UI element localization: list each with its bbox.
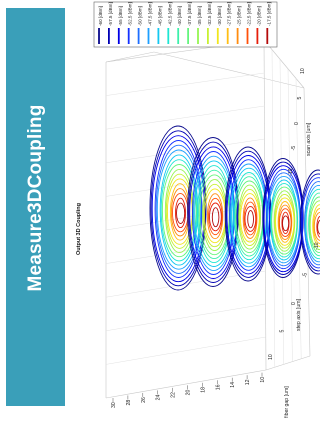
legend-label: -35 [dBm] [197,6,202,26]
legend-label: -22.5 [dBm] [247,2,252,26]
x-tick-label: -5 [303,273,309,278]
y-tick-label: 5 [297,97,303,100]
z-tick-label: 28 [126,400,132,406]
contour-line [209,198,223,234]
grid-line [106,304,266,331]
legend-label: -42.5 [dBm] [167,2,172,26]
legend-label: -37.5 [dBm] [187,2,192,26]
contour-line [212,208,219,227]
chart-title: Output 3D Coupling [76,203,82,255]
sidebar-panel: Measure3DCoupling [6,8,65,406]
sidebar-title: Measure3DCoupling [25,104,47,291]
z-tick-label: 20 [186,389,192,395]
x-tick-label: 10 [268,354,274,360]
z-tick-label: 10 [260,377,266,383]
legend-label: -20 [dBm] [256,6,261,26]
contour-line [279,205,292,239]
y-tick-label: -10 [288,168,294,176]
x-tick-label: 5 [280,330,286,333]
grid-line [106,238,265,264]
y-tick-label: 0 [294,122,300,125]
legend-label: -57.5 [dBm] [108,2,113,26]
y-tick-label: -5 [291,146,297,151]
x-tick-label: -10 [314,242,320,250]
z-tick-label: 22 [171,392,177,398]
legend-label: -25 [dBm] [237,6,242,26]
contour-line [248,211,254,228]
z-axis-label: fiber gap [um] [284,386,290,418]
chart-svg: 30 28 26 24 22 20 18 16 14 12 10 fiber gap [um] 10 5 0… [66,0,320,423]
z-tick-label: 18 [200,387,206,393]
z-tick-label: 26 [141,397,147,403]
grid-line [154,52,304,88]
grid-line [106,52,154,62]
legend-label: -40 [dBm] [177,6,182,26]
grid-line [106,73,264,96]
legend-label: -60 [dBm] [98,6,103,26]
y-axis-label: scan axis [um] [306,122,312,156]
legend-label: -27.5 [dBm] [227,2,232,26]
z-tick-label: 12 [245,379,251,385]
grid-line [106,106,264,129]
legend-label: -32.5 [dBm] [207,2,212,26]
x-axis-label: step axis [um] [296,298,302,331]
contour-slice [263,159,303,278]
legend-label: -52.5 [dBm] [128,2,133,26]
legend-label: -17.5 [dBm] [266,2,271,26]
legend-label: -45 [dBm] [157,6,162,26]
z-tick-label: 14 [230,382,236,388]
chart-legend: -60 [dBm] -57.5 [dBm] -55 [dBm] -52.5 [dBm]… [94,2,277,47]
z-tick-label: 16 [215,384,221,390]
z-tick-label: 24 [156,395,162,401]
legend-label: -30 [dBm] [217,6,222,26]
contour-line [244,202,256,235]
contour-line [283,216,289,231]
contour-line [177,203,185,223]
legend-label: -50 [dBm] [138,6,143,26]
contour-line [171,189,188,236]
legend-label: -55 [dBm] [118,6,123,26]
chart-figure: 30 28 26 24 22 20 18 16 14 12 10 fiber gap [um] 10 5 0… [66,0,320,423]
y-tick-label: 10 [300,68,306,74]
grid-line [106,337,266,364]
z-tick-label: 30 [111,402,117,408]
legend-label: -47.5 [dBm] [148,2,153,26]
